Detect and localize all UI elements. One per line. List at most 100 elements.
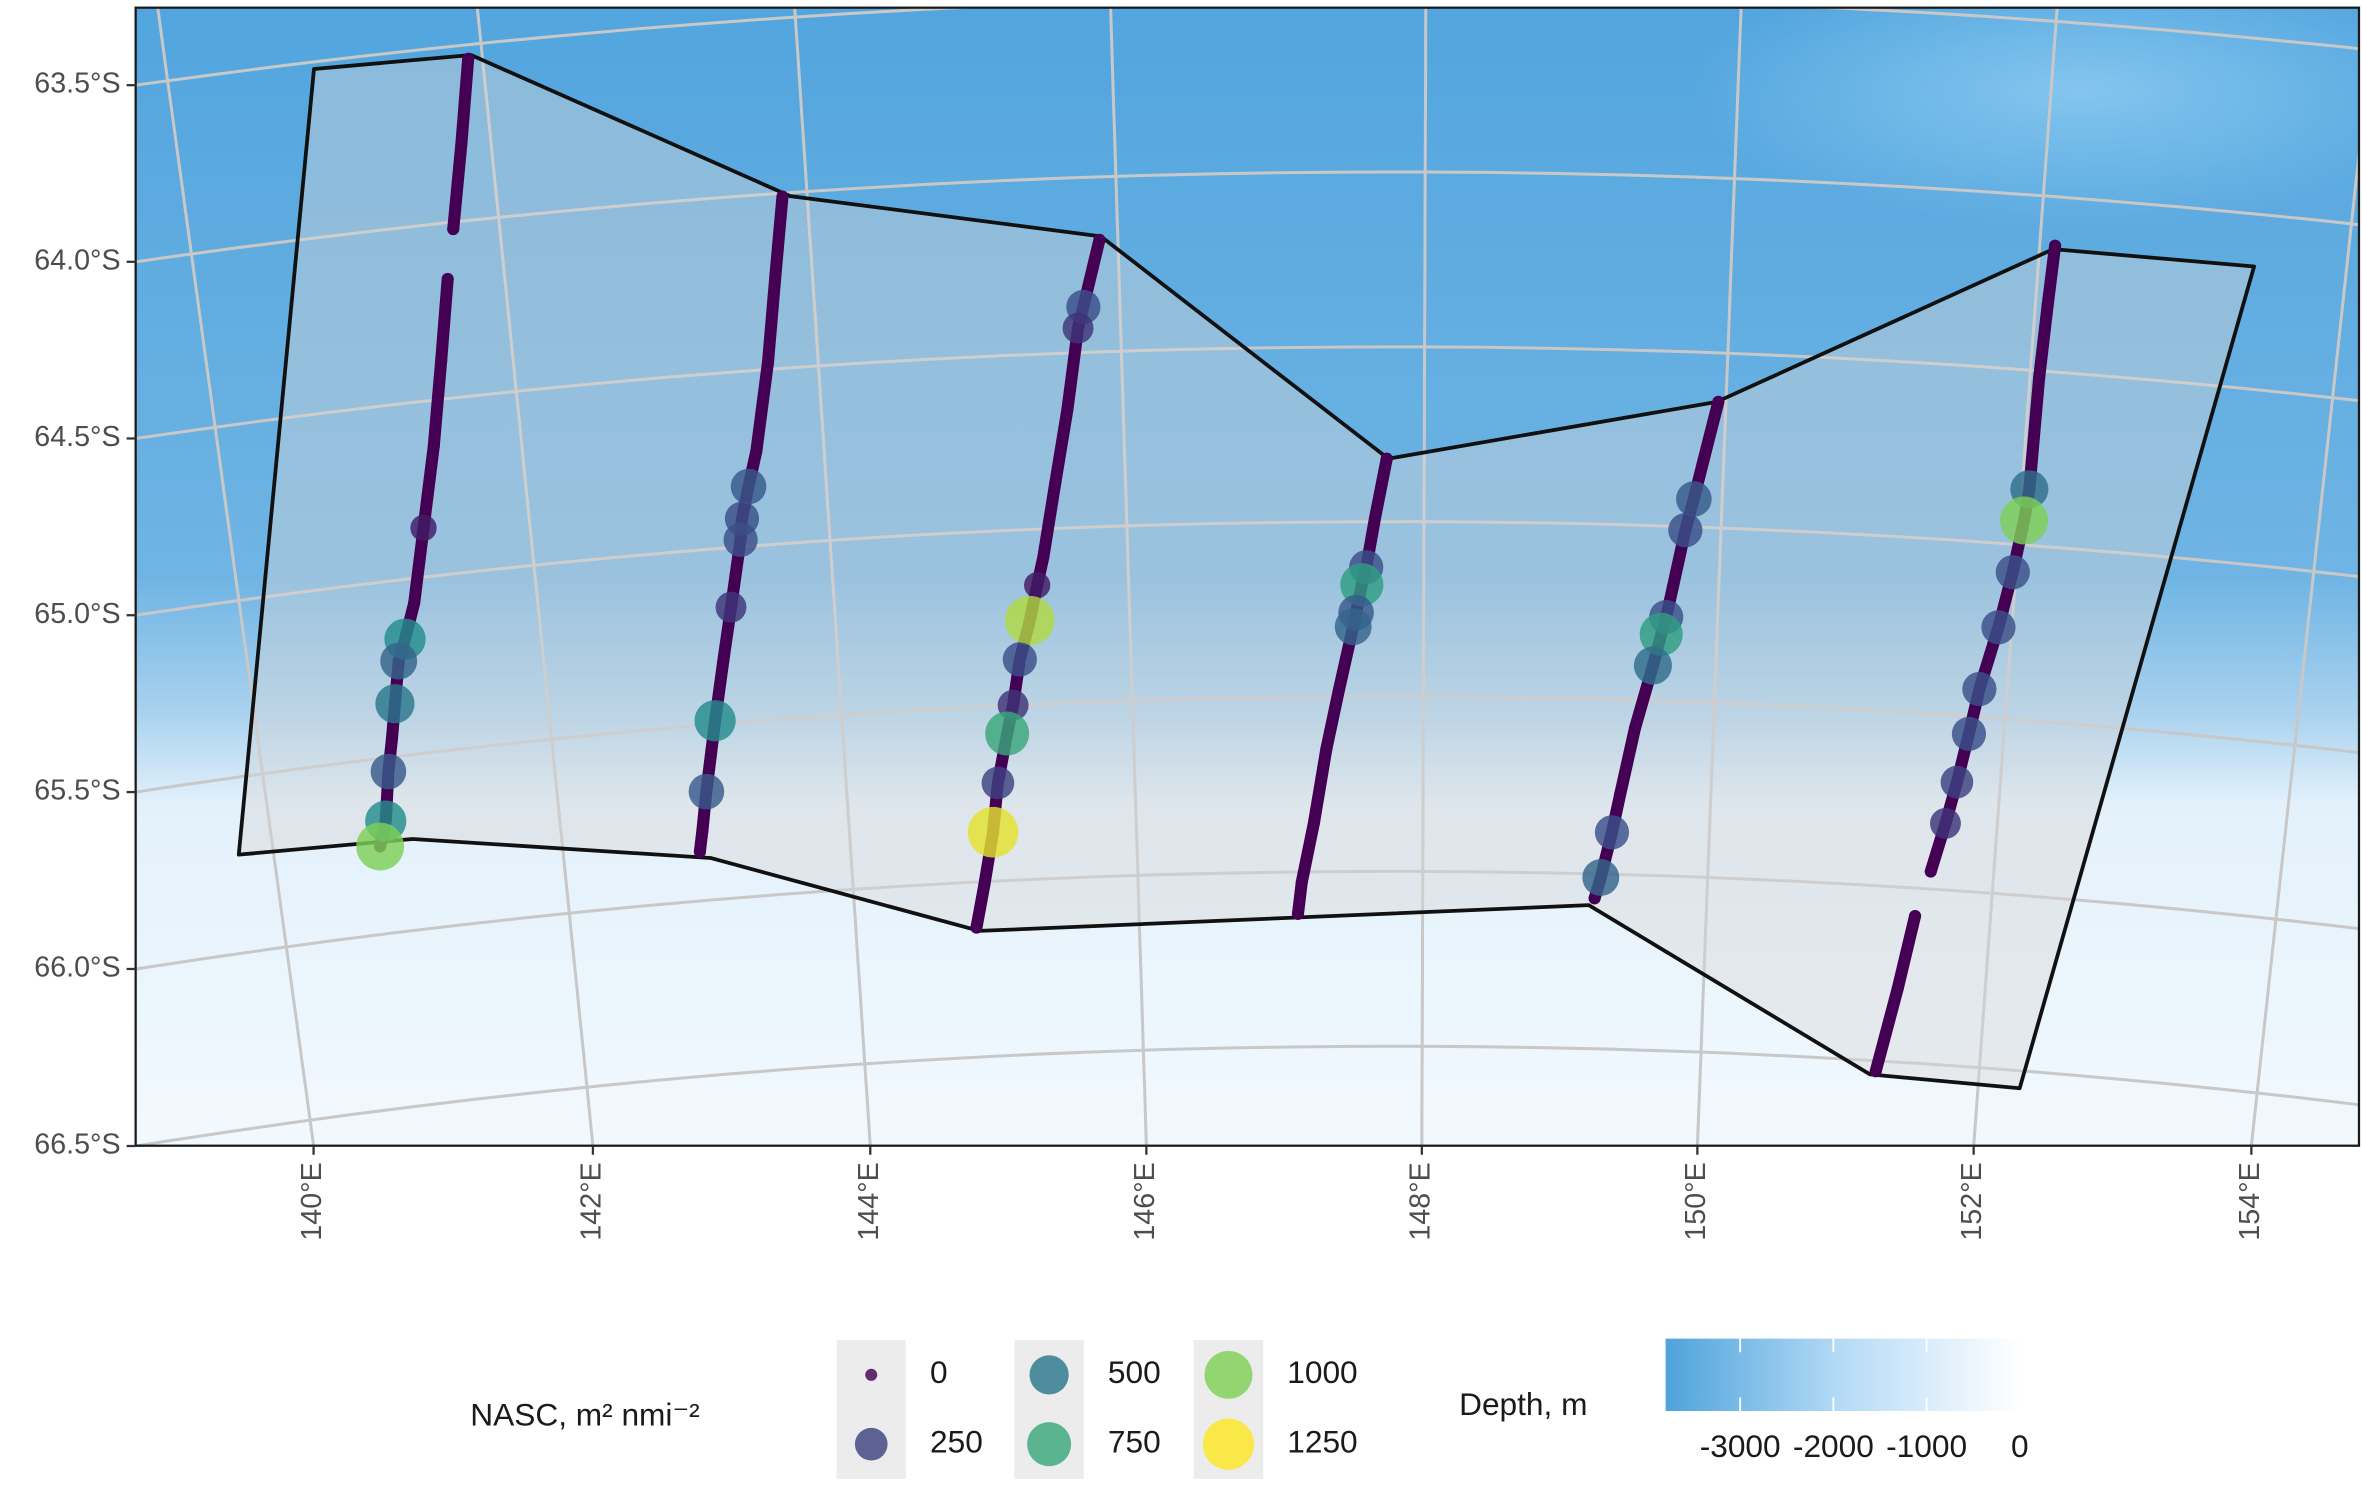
grid-line xyxy=(135,1044,2359,1146)
nasc-point xyxy=(1002,642,1037,677)
nasc-point xyxy=(1049,476,1062,489)
nasc-point xyxy=(1582,859,1620,896)
y-tick-label: 64.0°S xyxy=(34,244,120,276)
nasc-point xyxy=(410,514,437,542)
nasc-point xyxy=(1005,595,1055,646)
nasc-point xyxy=(1891,982,1904,995)
x-tick-label: 142°E xyxy=(575,1162,607,1240)
nasc-point xyxy=(408,596,421,609)
nasc-point xyxy=(1951,716,1987,751)
colorbar-label: 0 xyxy=(2011,1428,2029,1464)
grid-line xyxy=(156,7,316,1146)
nasc-point xyxy=(717,654,730,667)
nasc-point xyxy=(1594,815,1630,850)
y-tick-label: 64.5°S xyxy=(34,421,120,453)
grid-line xyxy=(135,869,2359,971)
depth-colorbar xyxy=(1665,1338,2020,1412)
y-tick-label: 65.5°S xyxy=(34,775,120,807)
nasc-point xyxy=(967,806,1019,858)
nasc-point xyxy=(1668,513,1703,548)
grid-line xyxy=(135,520,2359,617)
nasc-point xyxy=(762,356,775,369)
nasc-point xyxy=(1332,683,1345,696)
legend-symbol xyxy=(1204,1350,1253,1399)
y-tick-label: 66.5°S xyxy=(34,1129,120,1161)
legend-label: 1250 xyxy=(1287,1424,1357,1460)
nasc-point xyxy=(1633,646,1672,685)
y-tick-label: 65.0°S xyxy=(34,598,120,630)
nasc-point xyxy=(462,52,475,65)
nasc-point xyxy=(1340,563,1384,607)
nasc-point xyxy=(1700,444,1713,457)
legend-label: 250 xyxy=(930,1424,983,1460)
nasc-point xyxy=(1061,402,1074,415)
x-tick-label: 152°E xyxy=(1956,1162,1988,1240)
legend-label: 1000 xyxy=(1287,1354,1357,1390)
grid-line xyxy=(135,695,2359,794)
nasc-point xyxy=(1291,907,1304,920)
size-legend-title: NASC, m² nmi⁻² xyxy=(470,1396,699,1432)
y-tick-label: 63.5°S xyxy=(34,68,120,100)
depth-legend-title: Depth, m xyxy=(1459,1386,1587,1422)
nasc-point xyxy=(1869,1065,1882,1078)
x-tick-label: 140°E xyxy=(296,1162,328,1240)
bathymetry-shoal xyxy=(1688,7,2359,227)
nasc-point xyxy=(1307,816,1321,829)
colorbar-label: -2000 xyxy=(1793,1428,1874,1464)
nasc-point xyxy=(1320,743,1333,756)
nasc-point xyxy=(2000,496,2049,545)
nasc-point xyxy=(1930,807,1961,839)
legend-symbol xyxy=(854,1427,888,1461)
legend-label: 0 xyxy=(930,1354,948,1390)
nasc-point xyxy=(385,733,398,746)
nasc-point xyxy=(1024,572,1051,599)
nasc-point xyxy=(1629,721,1642,735)
nasc-point xyxy=(1667,579,1680,592)
nasc-point xyxy=(693,845,706,858)
nasc-point xyxy=(2041,298,2054,311)
nasc-point xyxy=(730,468,767,505)
grid-line xyxy=(1420,7,1428,1146)
x-tick-label: 150°E xyxy=(1680,1162,1712,1240)
nasc-point xyxy=(715,591,747,623)
nasc-point xyxy=(981,766,1015,800)
y-tick-label: 66.0°S xyxy=(34,952,120,984)
nasc-point xyxy=(750,444,763,457)
grid-line xyxy=(135,345,2359,440)
nasc-point xyxy=(1334,608,1372,646)
nasc-point xyxy=(970,921,983,934)
nasc-point xyxy=(435,354,448,367)
grid-line xyxy=(793,7,872,1146)
legend-symbol xyxy=(1029,1355,1069,1395)
nasc-point xyxy=(455,137,468,150)
survey-area xyxy=(236,53,2256,1091)
nasc-point xyxy=(1981,610,2016,645)
nasc-point xyxy=(1995,555,2030,590)
nasc-point xyxy=(370,753,407,790)
nasc-point xyxy=(985,711,1030,756)
colorbar-label: -3000 xyxy=(1700,1428,1781,1464)
legend-symbol xyxy=(865,1368,878,1381)
nasc-point xyxy=(1712,395,1725,408)
nasc-point xyxy=(1962,671,1997,707)
nasc-point xyxy=(776,190,789,203)
nasc-point xyxy=(1639,612,1683,656)
nasc-point xyxy=(1062,312,1094,344)
nasc-point xyxy=(375,684,415,724)
nasc-point xyxy=(427,439,440,452)
nasc-point xyxy=(2049,239,2062,252)
nasc-point xyxy=(380,642,418,680)
grid-line xyxy=(475,7,595,1146)
nasc-point xyxy=(1093,233,1106,246)
grid-line xyxy=(135,170,2359,264)
nasc-point xyxy=(688,773,725,810)
nasc-point xyxy=(769,268,782,281)
nasc-point xyxy=(1380,452,1393,465)
nasc-point xyxy=(1924,865,1937,878)
nasc-point xyxy=(1940,765,1974,799)
legend-label: 750 xyxy=(1108,1424,1161,1460)
plot-frame xyxy=(134,6,2361,1147)
